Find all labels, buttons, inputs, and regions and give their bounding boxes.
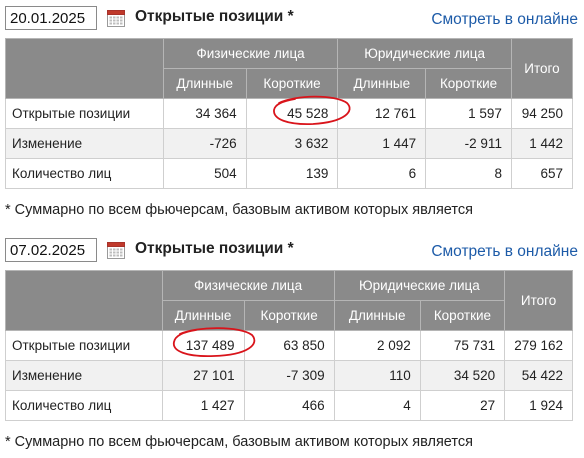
value-cell: 54 422 xyxy=(504,360,573,391)
header-individuals-long: Длинные xyxy=(162,68,247,99)
value-cell: 1 597 xyxy=(425,98,512,129)
table-subheader-row: Длинные Короткие Длинные Короткие xyxy=(6,68,573,99)
header-individuals: Физические лица xyxy=(161,270,335,301)
header-legal-short: Короткие xyxy=(419,300,506,331)
table-header-row: Физические лица Юридические лица Итого xyxy=(5,38,574,99)
header-legal-long: Длинные xyxy=(337,68,427,99)
footnote: * Суммарно по всем фьючерсам, базовым ак… xyxy=(5,202,473,218)
table-header-row: Физические лица Юридические лица Итого xyxy=(5,270,573,331)
value-cell: 4 xyxy=(333,390,421,421)
value-cell: 110 xyxy=(333,360,421,391)
date-input[interactable] xyxy=(5,6,97,30)
table-row: Количество лиц 1 427 466 4 27 1 924 xyxy=(5,390,573,421)
view-online-link[interactable]: Смотреть в онлайне xyxy=(431,243,578,260)
value-cell: 3 632 xyxy=(245,128,339,159)
highlighted-value: 45 528 xyxy=(273,95,351,125)
view-online-link[interactable]: Смотреть в онлайне xyxy=(431,11,578,28)
calendar-icon[interactable] xyxy=(107,241,125,259)
block-header: Открытые позиции * Смотреть в онлайне xyxy=(0,232,584,270)
value-cell: 27 xyxy=(419,390,506,421)
section-title: Открытые позиции * xyxy=(135,8,294,25)
value-cell: 279 162 xyxy=(504,330,573,361)
value-cell: 1 447 xyxy=(337,128,427,159)
table-row: Изменение 27 101 -7 309 110 34 520 54 42… xyxy=(5,360,573,391)
header-individuals-short: Короткие xyxy=(243,300,335,331)
value-cell-highlighted: 137 489 xyxy=(161,327,255,361)
value-cell: 8 xyxy=(425,158,512,189)
header-empty-cell xyxy=(5,38,164,99)
header-legal-entities: Юридические лица xyxy=(333,270,506,301)
value-cell: 34 520 xyxy=(419,360,506,391)
row-label: Открытые позиции xyxy=(5,98,164,129)
table-row: Открытые позиции 137 489 63 850 2 092 75… xyxy=(5,327,573,361)
block-header: Открытые позиции * Смотреть в онлайне xyxy=(0,0,584,38)
value-cell: 657 xyxy=(510,158,574,189)
value-cell: 2 092 xyxy=(333,330,421,361)
positions-table: Физические лица Юридические лица Итого Д… xyxy=(5,38,574,189)
header-total: Итого xyxy=(504,270,573,331)
table-row: Количество лиц 504 139 6 8 657 xyxy=(5,158,574,189)
highlighted-value-text: 45 528 xyxy=(287,106,329,121)
row-label: Количество лиц xyxy=(5,390,163,421)
value-cell: 75 731 xyxy=(419,330,506,361)
header-legal-short: Короткие xyxy=(425,68,512,99)
highlighted-value-text: 137 489 xyxy=(185,338,235,353)
header-individuals-long: Длинные xyxy=(161,300,245,331)
value-cell: 1 427 xyxy=(161,390,245,421)
section-title: Открытые позиции * xyxy=(135,240,294,257)
header-empty-cell xyxy=(5,270,163,331)
header-individuals: Физические лица xyxy=(162,38,339,69)
row-label: Количество лиц xyxy=(5,158,164,189)
row-label: Изменение xyxy=(5,128,164,159)
value-cell: 139 xyxy=(245,158,339,189)
value-cell: 466 xyxy=(243,390,335,421)
positions-table: Физические лица Юридические лица Итого Д… xyxy=(5,270,573,421)
calendar-icon[interactable] xyxy=(107,9,125,27)
header-individuals-short: Короткие xyxy=(245,68,339,99)
row-label: Открытые позиции xyxy=(5,330,163,361)
header-legal-long: Длинные xyxy=(333,300,421,331)
value-cell-highlighted: 45 528 xyxy=(245,95,351,129)
row-label: Изменение xyxy=(5,360,163,391)
value-cell: 12 761 xyxy=(337,98,427,129)
footnote: * Суммарно по всем фьючерсам, базовым ак… xyxy=(5,434,473,450)
date-input[interactable] xyxy=(5,238,97,262)
value-cell: 6 xyxy=(337,158,427,189)
table-row: Изменение -726 3 632 1 447 -2 911 1 442 xyxy=(5,128,574,159)
value-cell: -7 309 xyxy=(243,360,335,391)
value-cell: -726 xyxy=(162,128,247,159)
value-cell: 63 850 xyxy=(243,330,335,361)
value-cell: 1 442 xyxy=(510,128,574,159)
table-row: Открытые позиции 34 364 45 528 12 761 1 … xyxy=(5,95,574,129)
value-cell: 94 250 xyxy=(510,98,574,129)
open-positions-block-1: Открытые позиции * Смотреть в онлайне Фи… xyxy=(0,0,584,218)
header-legal-entities: Юридические лица xyxy=(337,38,512,69)
value-cell: 1 924 xyxy=(504,390,573,421)
value-cell: -2 911 xyxy=(425,128,512,159)
header-total: Итого xyxy=(510,38,574,99)
value-cell: 34 364 xyxy=(162,98,247,129)
value-cell: 27 101 xyxy=(161,360,245,391)
open-positions-block-2: Открытые позиции * Смотреть в онлайне Фи… xyxy=(0,232,584,450)
value-cell: 504 xyxy=(162,158,247,189)
highlighted-value: 137 489 xyxy=(172,327,255,357)
